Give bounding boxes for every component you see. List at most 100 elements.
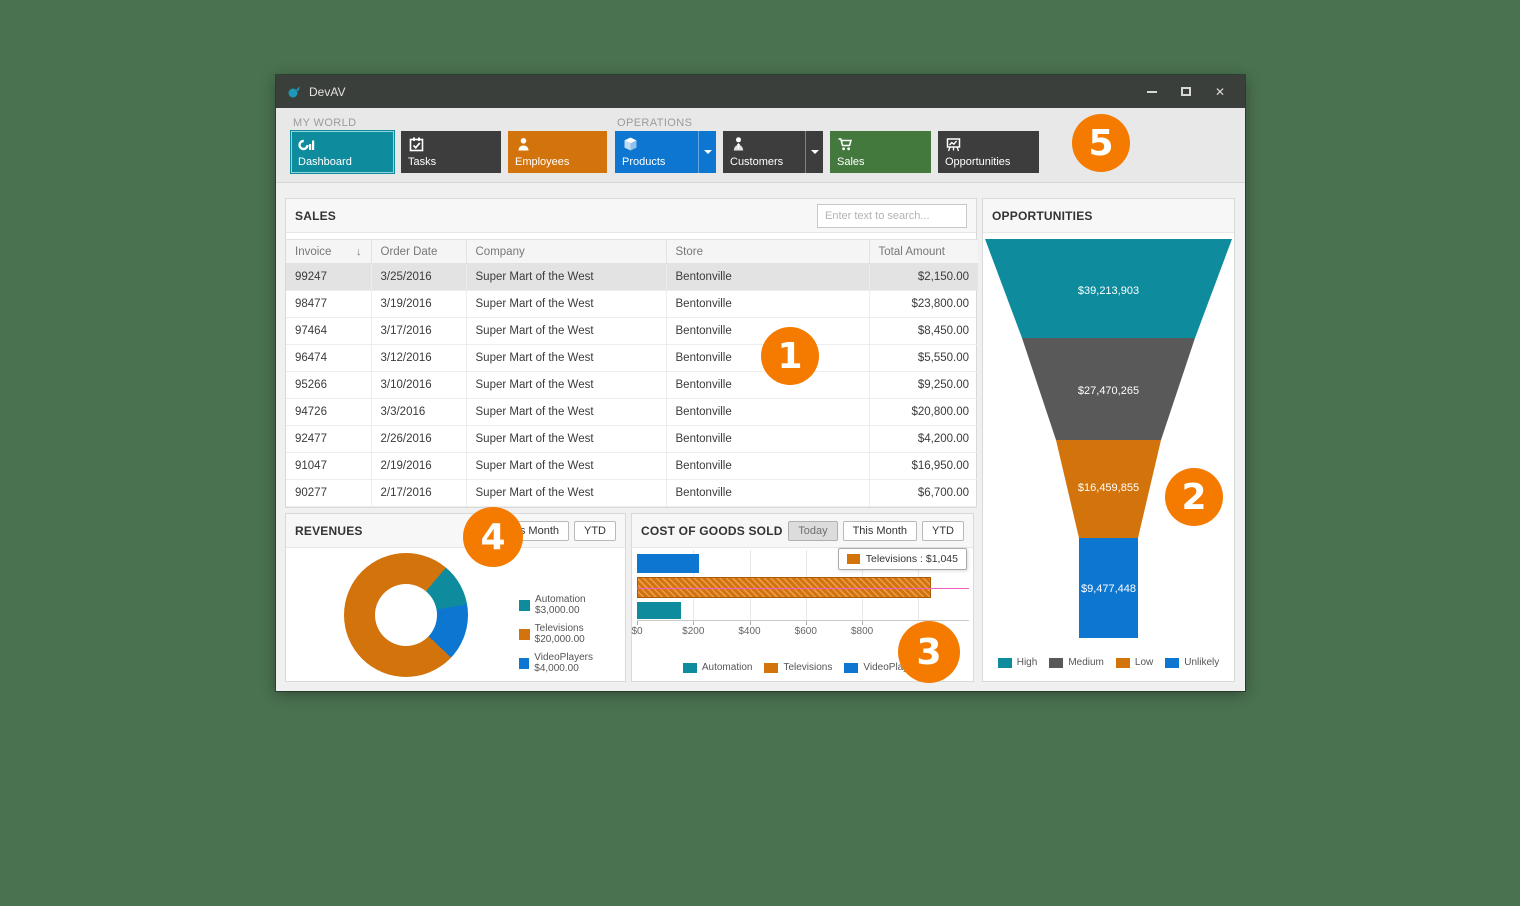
funnel-value-label: $16,459,855 <box>1078 482 1139 494</box>
ribbon-button-label: Dashboard <box>298 156 352 168</box>
titlebar[interactable]: DevAV ✕ <box>276 75 1245 108</box>
annotation-circle-1: 1 <box>761 327 819 385</box>
legend-label: High <box>1016 657 1038 668</box>
cell-order_date: 3/17/2016 <box>370 317 467 345</box>
cogs-panel: COST OF GOODS SOLD Today This Month YTD $0… <box>631 513 974 682</box>
cell-company: Super Mart of the West <box>465 479 667 507</box>
legend-item-low: Low <box>1115 657 1153 668</box>
legend-item-high: High <box>997 657 1038 668</box>
cogs-this-month-button[interactable]: This Month <box>842 520 917 541</box>
sales-panel-title: SALES <box>295 208 337 223</box>
legend-swatch <box>519 628 530 640</box>
cell-company: Super Mart of the West <box>465 371 667 399</box>
legend-swatch <box>682 662 697 673</box>
cell-invoice: 94726 <box>286 398 372 426</box>
annotation-circle-5: 5 <box>1072 114 1130 172</box>
cell-total_amount: $2,150.00 <box>868 263 978 291</box>
minimize-icon <box>1147 90 1157 93</box>
funnel-segment-low[interactable] <box>1056 440 1161 538</box>
table-row[interactable]: 92477 2/26/2016 Super Mart of the West Bent… <box>286 425 978 453</box>
cogs-ytd-button[interactable]: YTD <box>922 520 964 541</box>
revenues-ytd-button[interactable]: YTD <box>574 520 616 541</box>
column-header-company[interactable]: Company <box>465 239 667 264</box>
table-row[interactable]: 98477 3/19/2016 Super Mart of the West Bent… <box>286 290 978 318</box>
revenues-legend-item-videoplayers: VideoPlayers $4,000.00 <box>519 652 625 674</box>
cell-total_amount: $20,800.00 <box>868 398 978 426</box>
annotation-number: 4 <box>480 516 506 558</box>
legend-label: Televisions <box>783 662 833 673</box>
column-header-total-amount[interactable]: Total Amount <box>868 239 978 264</box>
customers-icon <box>730 136 747 153</box>
column-header-invoice[interactable]: Invoice ↓ <box>286 239 372 264</box>
axis-tick-mark <box>862 621 864 625</box>
column-header-store[interactable]: Store <box>665 239 870 264</box>
table-row[interactable]: 95266 3/10/2016 Super Mart of the West Bent… <box>286 371 978 399</box>
cell-company: Super Mart of the West <box>465 344 667 372</box>
cell-total_amount: $16,950.00 <box>868 452 978 480</box>
table-row[interactable]: 96474 3/12/2016 Super Mart of the West Bent… <box>286 344 978 372</box>
ribbon-button-label: Employees <box>515 156 570 168</box>
table-row[interactable]: 99247 3/25/2016 Super Mart of the West Bent… <box>286 263 978 291</box>
tooltip-series-swatch <box>846 554 860 564</box>
cell-invoice: 90277 <box>286 479 372 507</box>
ribbon-button-label: Tasks <box>408 156 437 168</box>
products-dropdown-arrow[interactable] <box>698 131 716 173</box>
table-row[interactable]: 94726 3/3/2016 Super Mart of the West Bento… <box>286 398 978 426</box>
revenues-legend: Automation $3,000.00 Televisions $20,000.… <box>519 594 625 674</box>
revenues-legend-item-televisions: Televisions $20,000.00 <box>519 623 625 645</box>
bar-automation[interactable] <box>637 602 681 619</box>
table-row[interactable]: 97464 3/17/2016 Super Mart of the West Bent… <box>286 317 978 345</box>
ribbon-button-products[interactable]: Products <box>615 131 716 173</box>
legend-swatch <box>1115 657 1130 668</box>
bar-televisions[interactable] <box>637 577 931 598</box>
cell-order_date: 3/10/2016 <box>370 371 467 399</box>
dashboard-icon <box>298 136 315 153</box>
products-icon <box>622 136 639 153</box>
annotation-circle-2: 2 <box>1165 468 1223 526</box>
tooltip-text: Televisions : $1,045 <box>865 553 958 565</box>
axis-tick-label: $200 <box>682 626 705 637</box>
maximize-button[interactable] <box>1171 80 1201 104</box>
axis-tick-label: $800 <box>850 626 874 637</box>
opportunities-panel-title: OPPORTUNITIES <box>992 208 1093 223</box>
funnel-segment-high[interactable] <box>985 239 1232 338</box>
app-window: DevAV ✕ MY WORLD Dashboard Tasks Employees O… <box>276 75 1245 691</box>
table-row[interactable]: 90277 2/17/2016 Super Mart of the West Bent… <box>286 479 978 507</box>
ribbon-button-tasks[interactable]: Tasks <box>401 131 501 173</box>
ribbon-button-customers[interactable]: Customers <box>723 131 823 173</box>
legend-swatch <box>764 662 779 673</box>
cogs-period-buttons: Today This Month YTD <box>788 520 964 541</box>
cell-company: Super Mart of the West <box>465 290 667 318</box>
search-input[interactable] <box>817 203 967 228</box>
cell-invoice: 91047 <box>286 452 372 480</box>
cogs-legend-item-televisions: Televisions <box>764 662 832 673</box>
ribbon-button-opportunities[interactable]: Opportunities <box>938 131 1039 173</box>
cell-order_date: 2/19/2016 <box>370 452 467 480</box>
cogs-panel-title: COST OF GOODS SOLD <box>641 523 783 538</box>
ribbon-button-sales[interactable]: Sales <box>830 131 931 173</box>
customers-dropdown-arrow[interactable] <box>805 131 823 173</box>
close-button[interactable]: ✕ <box>1205 80 1235 104</box>
revenues-panel: REVENUES This Month YTD Automation $3,000… <box>285 513 626 682</box>
cogs-today-button[interactable]: Today <box>788 520 838 541</box>
ribbon-button-employees[interactable]: Employees <box>508 131 607 173</box>
tasks-icon <box>408 136 425 153</box>
ribbon-button-dashboard[interactable]: Dashboard <box>291 131 394 173</box>
revenues-legend-item-automation: Automation $3,000.00 <box>519 594 625 616</box>
funnel-segment-unlikely[interactable] <box>1079 538 1138 638</box>
annotation-circle-4: 4 <box>463 507 523 567</box>
column-header-order-date[interactable]: Order Date <box>370 239 467 264</box>
funnel-segment-medium[interactable] <box>1022 338 1195 440</box>
axis-tick-label: $400 <box>738 626 761 637</box>
table-row[interactable]: 91047 2/19/2016 Super Mart of the West Bent… <box>286 452 978 480</box>
window-controls: ✕ <box>1137 80 1235 104</box>
minimize-button[interactable] <box>1137 80 1167 104</box>
axis-tick-label: $0 <box>631 626 643 637</box>
legend-item-unlikely: Unlikely <box>1165 657 1219 668</box>
ribbon-button-label: Sales <box>837 156 865 168</box>
revenues-donut-chart[interactable] <box>344 553 468 677</box>
bar-videoplayers[interactable] <box>637 554 699 573</box>
annotation-circle-3: 3 <box>898 621 960 683</box>
funnel-value-label: $9,477,448 <box>1081 583 1136 595</box>
cogs-bar-chart <box>637 550 969 621</box>
